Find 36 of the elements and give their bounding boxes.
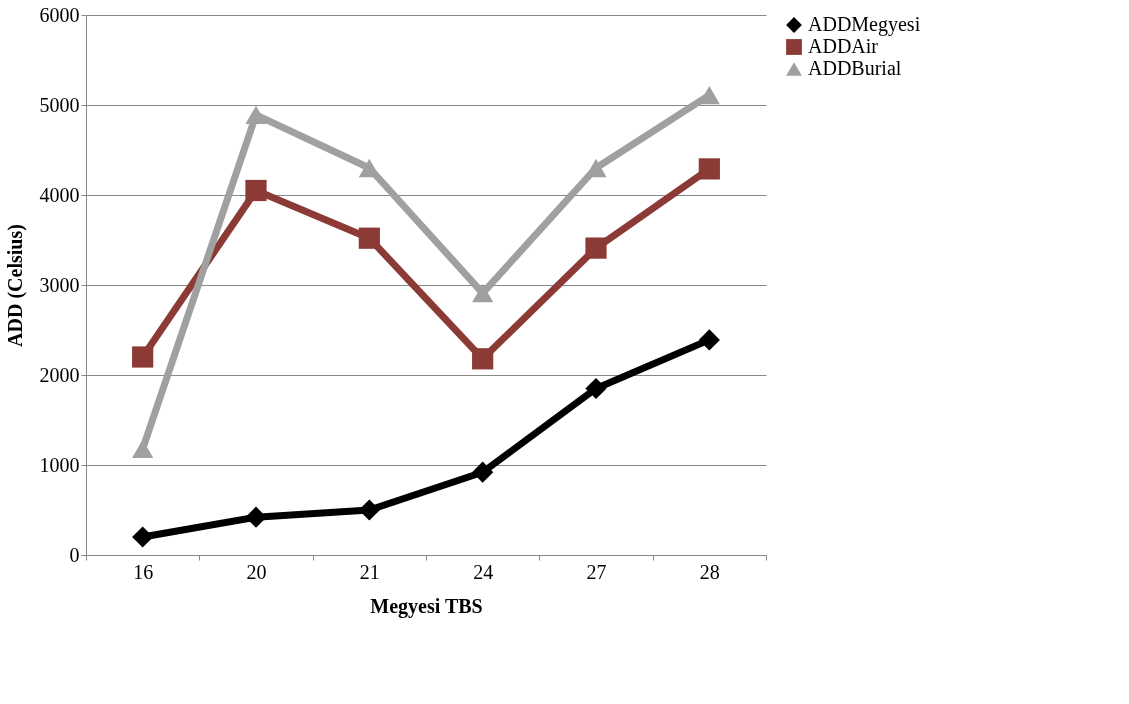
point — [585, 377, 607, 400]
point — [358, 499, 380, 521]
y-tick-label: 5000 — [39, 93, 80, 116]
x-axis-title: Megyesi TBS — [370, 594, 483, 618]
point — [245, 179, 267, 202]
x-tick-label: 21 — [359, 560, 380, 583]
point — [472, 461, 494, 483]
legend-label: ADDAir — [808, 35, 879, 57]
point — [358, 227, 380, 249]
point — [585, 237, 607, 259]
point — [132, 526, 154, 548]
point — [132, 439, 154, 458]
x-tick-label: 24 — [473, 560, 494, 583]
y-tick-label: 6000 — [39, 3, 80, 26]
point — [132, 346, 154, 368]
legend-label: ADDBurial — [808, 57, 902, 79]
point — [472, 283, 494, 303]
y-axis-title: ADD (Celsius) — [3, 224, 27, 347]
point — [472, 348, 494, 370]
y-tick-label: 4000 — [39, 183, 80, 206]
point — [245, 506, 267, 528]
x-tick-label: 16 — [133, 560, 154, 583]
point — [698, 85, 720, 105]
point — [585, 158, 607, 178]
y-tick-label: 2000 — [39, 363, 80, 386]
legend-label: ADDMegyesi — [808, 13, 921, 36]
y-tick-label: 3000 — [39, 273, 80, 296]
point — [245, 105, 267, 125]
x-tick-label: 28 — [699, 560, 720, 583]
y-tick-label: 1000 — [39, 453, 80, 476]
point — [698, 158, 720, 180]
point — [358, 158, 380, 178]
x-tick-label: 20 — [246, 560, 267, 583]
x-tick-label: 27 — [586, 560, 607, 583]
y-tick-label: 0 — [69, 543, 80, 566]
point — [698, 329, 720, 351]
